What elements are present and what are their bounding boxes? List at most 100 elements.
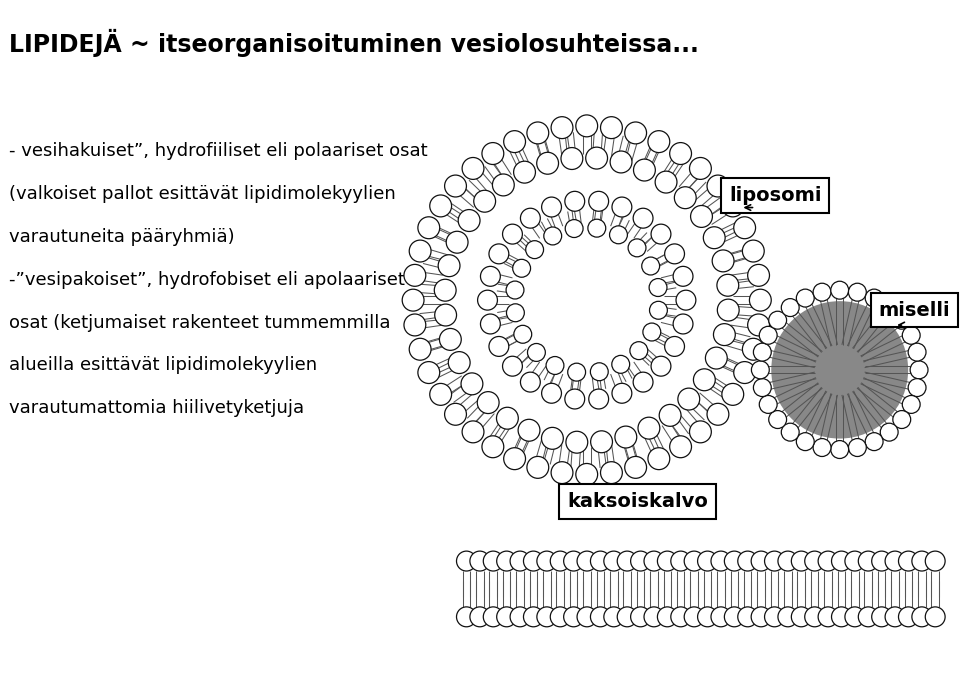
Circle shape xyxy=(648,131,670,153)
Circle shape xyxy=(496,551,516,571)
Circle shape xyxy=(496,407,518,429)
Circle shape xyxy=(504,448,525,470)
Text: liposomi: liposomi xyxy=(729,186,822,205)
Circle shape xyxy=(440,328,461,351)
Circle shape xyxy=(638,417,660,439)
Circle shape xyxy=(612,384,632,403)
Circle shape xyxy=(707,403,729,425)
Circle shape xyxy=(925,551,945,571)
Circle shape xyxy=(526,241,543,258)
Circle shape xyxy=(712,250,734,272)
Circle shape xyxy=(717,275,739,296)
Circle shape xyxy=(480,314,500,334)
Circle shape xyxy=(742,240,764,262)
Circle shape xyxy=(725,607,744,627)
Circle shape xyxy=(418,217,440,239)
Circle shape xyxy=(912,551,932,571)
Circle shape xyxy=(778,607,798,627)
Circle shape xyxy=(733,217,756,239)
Circle shape xyxy=(444,175,467,197)
Circle shape xyxy=(781,299,799,316)
Circle shape xyxy=(797,433,814,451)
Circle shape xyxy=(893,311,911,329)
Circle shape xyxy=(698,551,717,571)
Circle shape xyxy=(520,372,540,392)
Circle shape xyxy=(885,551,905,571)
Circle shape xyxy=(510,607,530,627)
Circle shape xyxy=(604,551,624,571)
Circle shape xyxy=(818,551,838,571)
Circle shape xyxy=(514,162,536,183)
Circle shape xyxy=(537,152,559,174)
Circle shape xyxy=(588,219,606,237)
Circle shape xyxy=(461,373,483,395)
Circle shape xyxy=(670,143,691,164)
Circle shape xyxy=(684,551,704,571)
Circle shape xyxy=(537,551,557,571)
Circle shape xyxy=(649,279,667,297)
Text: varautuneita pääryhmiä): varautuneita pääryhmiä) xyxy=(10,228,235,246)
Circle shape xyxy=(489,336,509,357)
Circle shape xyxy=(611,151,632,173)
Circle shape xyxy=(541,384,562,403)
Circle shape xyxy=(520,208,540,228)
Circle shape xyxy=(477,392,499,413)
Circle shape xyxy=(742,339,764,360)
Circle shape xyxy=(492,174,515,196)
Circle shape xyxy=(925,607,945,627)
Circle shape xyxy=(733,361,756,384)
Circle shape xyxy=(711,607,731,627)
Circle shape xyxy=(561,147,583,170)
Circle shape xyxy=(650,302,667,319)
Circle shape xyxy=(502,224,522,244)
Circle shape xyxy=(550,551,570,571)
Circle shape xyxy=(670,436,691,458)
Circle shape xyxy=(634,159,656,181)
Circle shape xyxy=(430,195,451,217)
Circle shape xyxy=(473,190,495,212)
Circle shape xyxy=(752,361,769,379)
Circle shape xyxy=(781,423,799,441)
Circle shape xyxy=(849,283,866,301)
Circle shape xyxy=(676,290,696,310)
Circle shape xyxy=(615,426,636,448)
Circle shape xyxy=(617,551,637,571)
Circle shape xyxy=(504,131,525,153)
Circle shape xyxy=(872,607,892,627)
Circle shape xyxy=(641,257,660,275)
Circle shape xyxy=(576,464,598,485)
Circle shape xyxy=(759,326,778,345)
Text: - vesihakuiset”, hydrofiiliset eli polaariset osat: - vesihakuiset”, hydrofiiliset eli polaa… xyxy=(10,142,428,160)
Circle shape xyxy=(651,356,671,376)
Circle shape xyxy=(527,456,549,479)
Circle shape xyxy=(628,239,646,257)
Circle shape xyxy=(523,607,543,627)
Circle shape xyxy=(482,143,504,164)
Circle shape xyxy=(404,314,426,336)
Circle shape xyxy=(778,551,798,571)
Circle shape xyxy=(444,403,467,425)
Circle shape xyxy=(693,369,715,391)
Circle shape xyxy=(804,607,825,627)
Circle shape xyxy=(651,224,671,244)
Circle shape xyxy=(902,326,920,345)
Circle shape xyxy=(567,363,586,381)
Circle shape xyxy=(858,551,878,571)
Circle shape xyxy=(706,347,728,369)
Circle shape xyxy=(671,607,690,627)
Circle shape xyxy=(865,433,883,451)
Circle shape xyxy=(577,551,597,571)
Circle shape xyxy=(830,441,849,458)
Circle shape xyxy=(751,607,771,627)
Circle shape xyxy=(880,423,899,441)
Circle shape xyxy=(658,551,677,571)
Circle shape xyxy=(565,219,583,238)
Circle shape xyxy=(458,209,480,232)
Circle shape xyxy=(462,157,484,180)
Circle shape xyxy=(402,289,424,311)
Circle shape xyxy=(872,551,892,571)
Circle shape xyxy=(527,343,545,361)
Circle shape xyxy=(506,281,524,299)
Circle shape xyxy=(671,551,690,571)
Circle shape xyxy=(496,607,516,627)
